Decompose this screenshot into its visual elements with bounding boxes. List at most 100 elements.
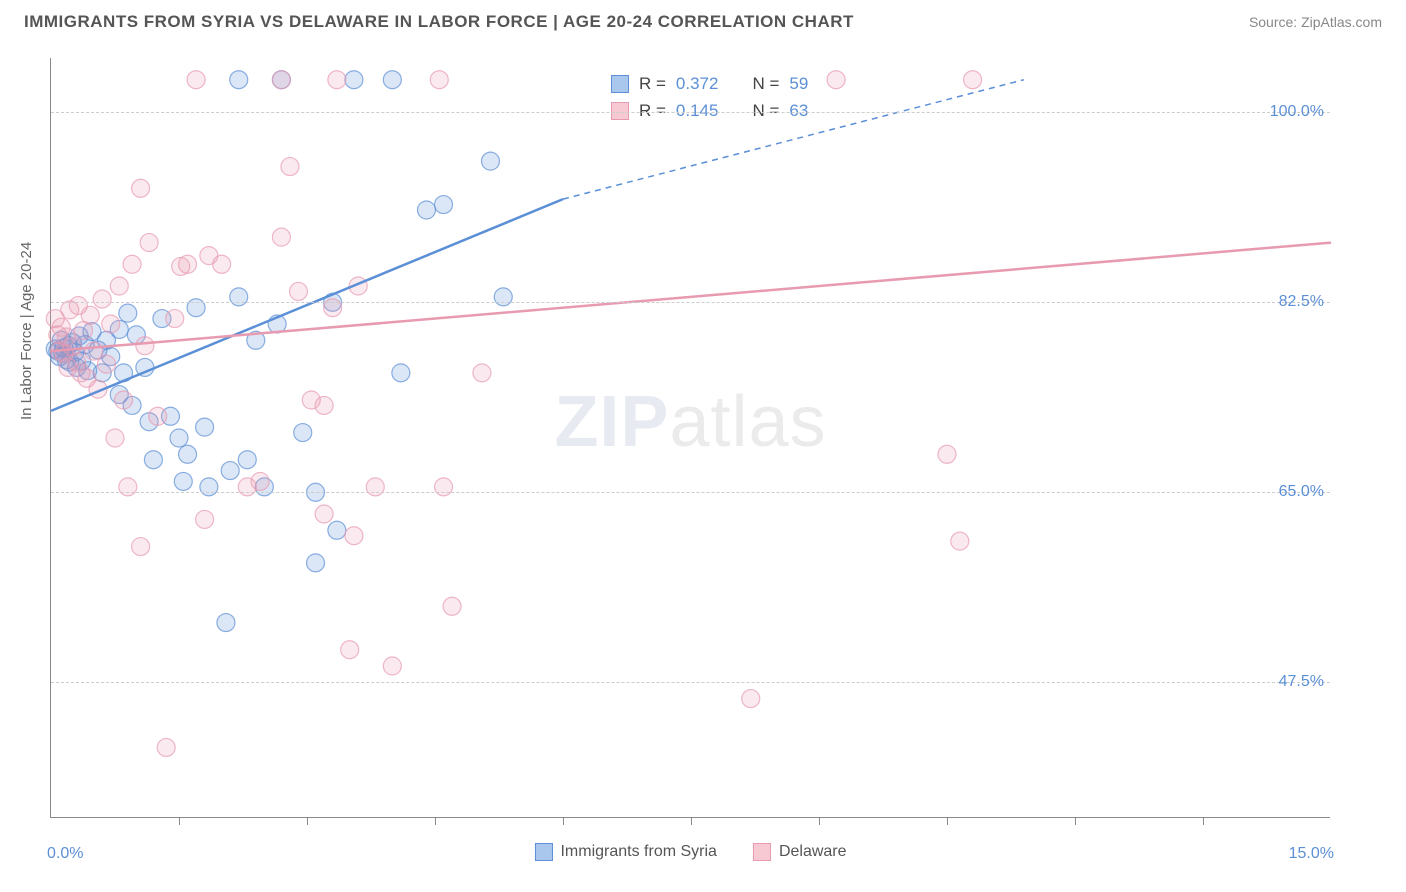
data-point [964, 71, 982, 89]
data-point [187, 71, 205, 89]
data-point [166, 310, 184, 328]
data-point [132, 538, 150, 556]
legend-entry-1: Delaware [753, 843, 847, 861]
chart-title: IMMIGRANTS FROM SYRIA VS DELAWARE IN LAB… [24, 12, 854, 32]
data-point [430, 71, 448, 89]
data-point [102, 315, 120, 333]
data-point [196, 418, 214, 436]
data-point [383, 657, 401, 675]
data-point [115, 391, 133, 409]
legend-swatch-1 [611, 102, 629, 120]
data-point [345, 71, 363, 89]
x-tick [179, 817, 180, 825]
x-axis-min-label: 0.0% [47, 845, 83, 863]
data-point [827, 71, 845, 89]
legend-n-value-0: 59 [789, 70, 808, 97]
legend-entry-0: Immigrants from Syria [534, 843, 716, 861]
data-point [315, 396, 333, 414]
data-point [217, 614, 235, 632]
data-point [157, 738, 175, 756]
gridline [51, 682, 1330, 683]
source-attribution: Source: ZipAtlas.com [1249, 14, 1382, 30]
data-point [149, 407, 167, 425]
data-point [238, 451, 256, 469]
x-tick [947, 817, 948, 825]
y-tick-label: 100.0% [1270, 103, 1324, 121]
data-point [443, 597, 461, 615]
data-point [435, 196, 453, 214]
data-point [230, 71, 248, 89]
data-point [328, 521, 346, 539]
x-tick [819, 817, 820, 825]
data-point [383, 71, 401, 89]
legend-label-1: Delaware [779, 843, 847, 861]
data-point [132, 179, 150, 197]
x-tick [1075, 817, 1076, 825]
data-point [93, 290, 111, 308]
legend-row-series-1: R = 0.145 N = 63 [611, 97, 808, 124]
data-point [481, 152, 499, 170]
data-point [251, 472, 269, 490]
data-point [140, 234, 158, 252]
data-point [938, 445, 956, 463]
legend-r-value-0: 0.372 [676, 70, 719, 97]
data-point [196, 510, 214, 528]
legend-swatch-bottom-0 [534, 843, 552, 861]
legend-n-label: N = [752, 97, 779, 124]
data-point [97, 355, 115, 373]
y-tick-label: 65.0% [1279, 483, 1324, 501]
legend-swatch-0 [611, 75, 629, 93]
data-point [289, 282, 307, 300]
data-point [221, 462, 239, 480]
legend-r-label: R = [639, 97, 666, 124]
x-axis-max-label: 15.0% [1289, 845, 1334, 863]
data-point [119, 304, 137, 322]
data-point [315, 505, 333, 523]
correlation-legend: R = 0.372 N = 59 R = 0.145 N = 63 [601, 66, 818, 128]
data-point [179, 445, 197, 463]
title-bar: IMMIGRANTS FROM SYRIA VS DELAWARE IN LAB… [0, 0, 1406, 36]
data-point [345, 527, 363, 545]
gridline [51, 302, 1330, 303]
data-point [742, 690, 760, 708]
data-point [328, 71, 346, 89]
x-tick [435, 817, 436, 825]
chart-plot-area: ZIPatlas R = 0.372 N = 59 R = 0.145 N = … [50, 58, 1330, 818]
data-point [473, 364, 491, 382]
data-point [281, 158, 299, 176]
legend-label-0: Immigrants from Syria [560, 843, 716, 861]
data-point [341, 641, 359, 659]
y-tick-label: 47.5% [1279, 673, 1324, 691]
scatter-svg [51, 58, 1330, 817]
data-point [106, 429, 124, 447]
data-point [272, 228, 290, 246]
x-tick [563, 817, 564, 825]
y-axis-label: In Labor Force | Age 20-24 [18, 242, 35, 420]
data-point [136, 337, 154, 355]
data-point [144, 451, 162, 469]
gridline [51, 112, 1330, 113]
legend-swatch-bottom-1 [753, 843, 771, 861]
x-tick [307, 817, 308, 825]
legend-r-label: R = [639, 70, 666, 97]
data-point [110, 277, 128, 295]
data-point [174, 472, 192, 490]
data-point [170, 429, 188, 447]
legend-r-value-1: 0.145 [676, 97, 719, 124]
data-point [392, 364, 410, 382]
legend-n-value-1: 63 [789, 97, 808, 124]
data-point [213, 255, 231, 273]
data-point [417, 201, 435, 219]
y-tick-label: 82.5% [1279, 293, 1324, 311]
x-tick [691, 817, 692, 825]
data-point [272, 71, 290, 89]
data-point [951, 532, 969, 550]
data-point [179, 255, 197, 273]
data-point [81, 306, 99, 324]
legend-row-series-0: R = 0.372 N = 59 [611, 70, 808, 97]
data-point [123, 255, 141, 273]
legend-n-label: N = [752, 70, 779, 97]
x-tick [1203, 817, 1204, 825]
gridline [51, 492, 1330, 493]
data-point [294, 424, 312, 442]
